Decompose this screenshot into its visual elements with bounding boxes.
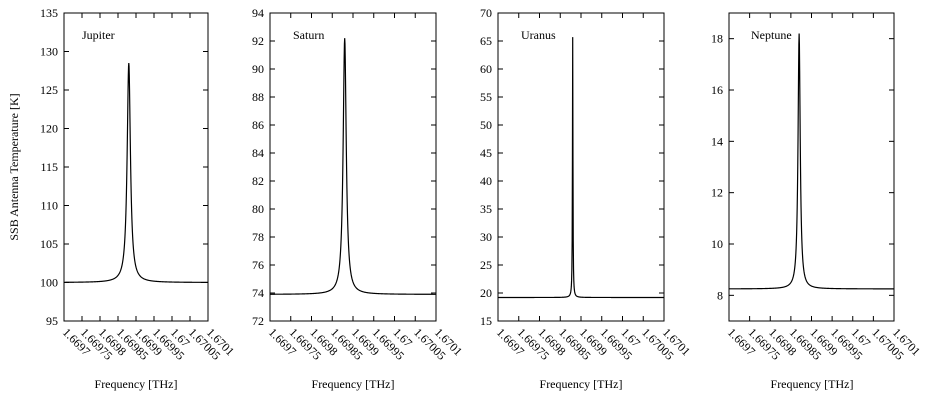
y-tick-label: 12 <box>711 186 723 200</box>
plot-frame <box>497 12 665 322</box>
y-tick-label: 55 <box>480 90 492 104</box>
spectrum-line <box>270 38 436 295</box>
y-tick-label: 14 <box>711 134 723 148</box>
y-tick-label: 35 <box>480 202 492 216</box>
y-tick-label: 82 <box>252 174 264 188</box>
y-tick-label: 10 <box>711 237 723 251</box>
spectrum-line <box>498 37 664 299</box>
y-tick-label: 84 <box>252 146 264 160</box>
y-tick-label: 40 <box>480 174 492 188</box>
y-tick-label: 92 <box>252 34 264 48</box>
panel-uranus: Uranus Frequency [THz] 15 20 25 30 35 40 45 50 5… <box>480 6 693 391</box>
y-tick-label: 8 <box>717 288 723 302</box>
planet-label: Uranus <box>521 28 556 42</box>
y-axis-label: SSB Antenna Temperature [K] <box>7 93 21 240</box>
planet-label: Jupiter <box>82 28 115 42</box>
x-axis-label: Frequency [THz] <box>95 377 178 391</box>
planet-label: Saturn <box>293 28 324 42</box>
y-tick-label: 15 <box>480 314 492 328</box>
panel-saturn: Saturn Frequency [THz] 72 74 76 78 80 82 84 86 8… <box>252 6 465 391</box>
y-tick-label: 72 <box>252 314 264 328</box>
y-tick-label: 60 <box>480 62 492 76</box>
y-tick-label: 80 <box>252 202 264 216</box>
panel-neptune: Neptune Frequency [THz] 810121416181.669… <box>711 12 923 391</box>
y-tick-label: 18 <box>711 32 723 46</box>
x-axis-label: Frequency [THz] <box>771 377 854 391</box>
y-tick-label: 110 <box>40 199 58 213</box>
y-tick-label: 86 <box>252 118 264 132</box>
x-axis-label: Frequency [THz] <box>540 377 623 391</box>
y-tick-label: 78 <box>252 230 264 244</box>
spectrum-line <box>729 33 894 290</box>
spectrum-line <box>63 63 208 283</box>
y-tick-label: 76 <box>252 258 264 272</box>
y-tick-label: 30 <box>480 230 492 244</box>
y-tick-label: 20 <box>480 286 492 300</box>
panel-jupiter: Jupiter Frequency [THz] 95 100 105 110 115 12… <box>40 6 237 391</box>
x-axis-label: Frequency [THz] <box>312 377 395 391</box>
y-tick-label: 105 <box>40 237 58 251</box>
y-tick-label: 74 <box>252 286 264 300</box>
y-tick-label: 125 <box>40 83 58 97</box>
y-tick-label: 95 <box>46 314 58 328</box>
y-tick-label: 135 <box>40 6 58 20</box>
plot-frame <box>269 12 437 322</box>
y-tick-label: 45 <box>480 146 492 160</box>
y-tick-label: 25 <box>480 258 492 272</box>
planet-label: Neptune <box>751 28 792 42</box>
y-tick-label: 94 <box>252 6 264 20</box>
y-tick-label: 100 <box>40 276 58 290</box>
y-tick-label: 50 <box>480 118 492 132</box>
y-tick-label: 115 <box>40 160 58 174</box>
y-tick-label: 16 <box>711 83 723 97</box>
y-tick-label: 70 <box>480 6 492 20</box>
y-tick-label: 65 <box>480 34 492 48</box>
y-tick-label: 90 <box>252 62 264 76</box>
plot-frame <box>63 12 209 322</box>
y-tick-label: 130 <box>40 45 58 59</box>
y-tick-label: 120 <box>40 122 58 136</box>
plot-frame <box>728 12 895 322</box>
y-tick-label: 88 <box>252 90 264 104</box>
